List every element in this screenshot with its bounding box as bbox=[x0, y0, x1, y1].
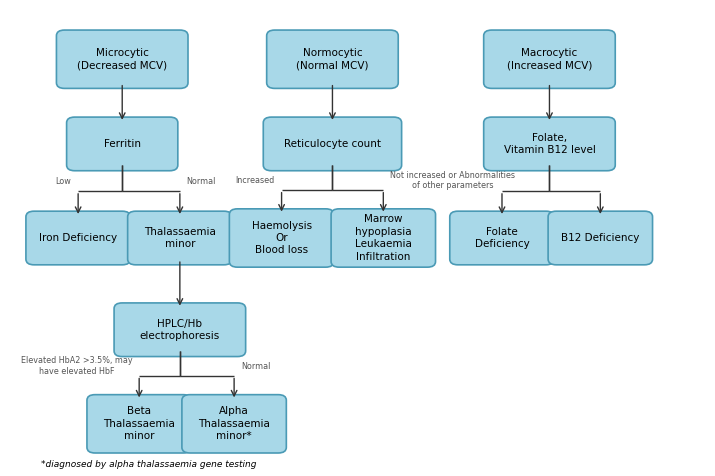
FancyBboxPatch shape bbox=[267, 30, 398, 89]
Text: *diagnosed by alpha thalassaemia gene testing: *diagnosed by alpha thalassaemia gene te… bbox=[41, 459, 257, 468]
FancyBboxPatch shape bbox=[26, 211, 130, 265]
Text: Alpha
Thalassaemia
minor*: Alpha Thalassaemia minor* bbox=[198, 407, 270, 441]
Text: Reticulocyte count: Reticulocyte count bbox=[284, 139, 381, 149]
FancyBboxPatch shape bbox=[331, 209, 435, 267]
FancyBboxPatch shape bbox=[56, 30, 188, 89]
FancyBboxPatch shape bbox=[450, 211, 554, 265]
Text: Normal: Normal bbox=[241, 362, 270, 371]
Text: Beta
Thalassaemia
minor: Beta Thalassaemia minor bbox=[103, 407, 175, 441]
FancyBboxPatch shape bbox=[548, 211, 653, 265]
FancyBboxPatch shape bbox=[66, 117, 178, 171]
Text: Iron Deficiency: Iron Deficiency bbox=[39, 233, 117, 243]
Text: B12 Deficiency: B12 Deficiency bbox=[561, 233, 639, 243]
FancyBboxPatch shape bbox=[230, 209, 334, 267]
Text: Ferritin: Ferritin bbox=[104, 139, 141, 149]
FancyBboxPatch shape bbox=[87, 395, 192, 453]
FancyBboxPatch shape bbox=[128, 211, 232, 265]
FancyBboxPatch shape bbox=[483, 117, 615, 171]
Text: Increased: Increased bbox=[235, 176, 275, 185]
FancyBboxPatch shape bbox=[182, 395, 286, 453]
Text: Elevated HbA2 >3.5%, may
have elevated HbF: Elevated HbA2 >3.5%, may have elevated H… bbox=[21, 357, 132, 376]
Text: HPLC/Hb
electrophoresis: HPLC/Hb electrophoresis bbox=[139, 318, 220, 341]
Text: Normocytic
(Normal MCV): Normocytic (Normal MCV) bbox=[296, 48, 369, 70]
Text: Not increased or Abnormalities
of other parameters: Not increased or Abnormalities of other … bbox=[390, 171, 515, 190]
Text: Marrow
hypoplasia
Leukaemia
Infiltration: Marrow hypoplasia Leukaemia Infiltration bbox=[355, 214, 412, 262]
Text: Low: Low bbox=[56, 177, 72, 186]
Text: Microcytic
(Decreased MCV): Microcytic (Decreased MCV) bbox=[77, 48, 167, 70]
FancyBboxPatch shape bbox=[483, 30, 615, 89]
Text: Thalassaemia
minor: Thalassaemia minor bbox=[144, 227, 216, 249]
FancyBboxPatch shape bbox=[114, 303, 246, 357]
Text: Folate
Deficiency: Folate Deficiency bbox=[475, 227, 529, 249]
FancyBboxPatch shape bbox=[263, 117, 402, 171]
Text: Normal: Normal bbox=[187, 177, 216, 186]
Text: Folate,
Vitamin B12 level: Folate, Vitamin B12 level bbox=[503, 133, 596, 155]
Text: Macrocytic
(Increased MCV): Macrocytic (Increased MCV) bbox=[507, 48, 592, 70]
Text: Haemolysis
Or
Blood loss: Haemolysis Or Blood loss bbox=[252, 220, 312, 256]
